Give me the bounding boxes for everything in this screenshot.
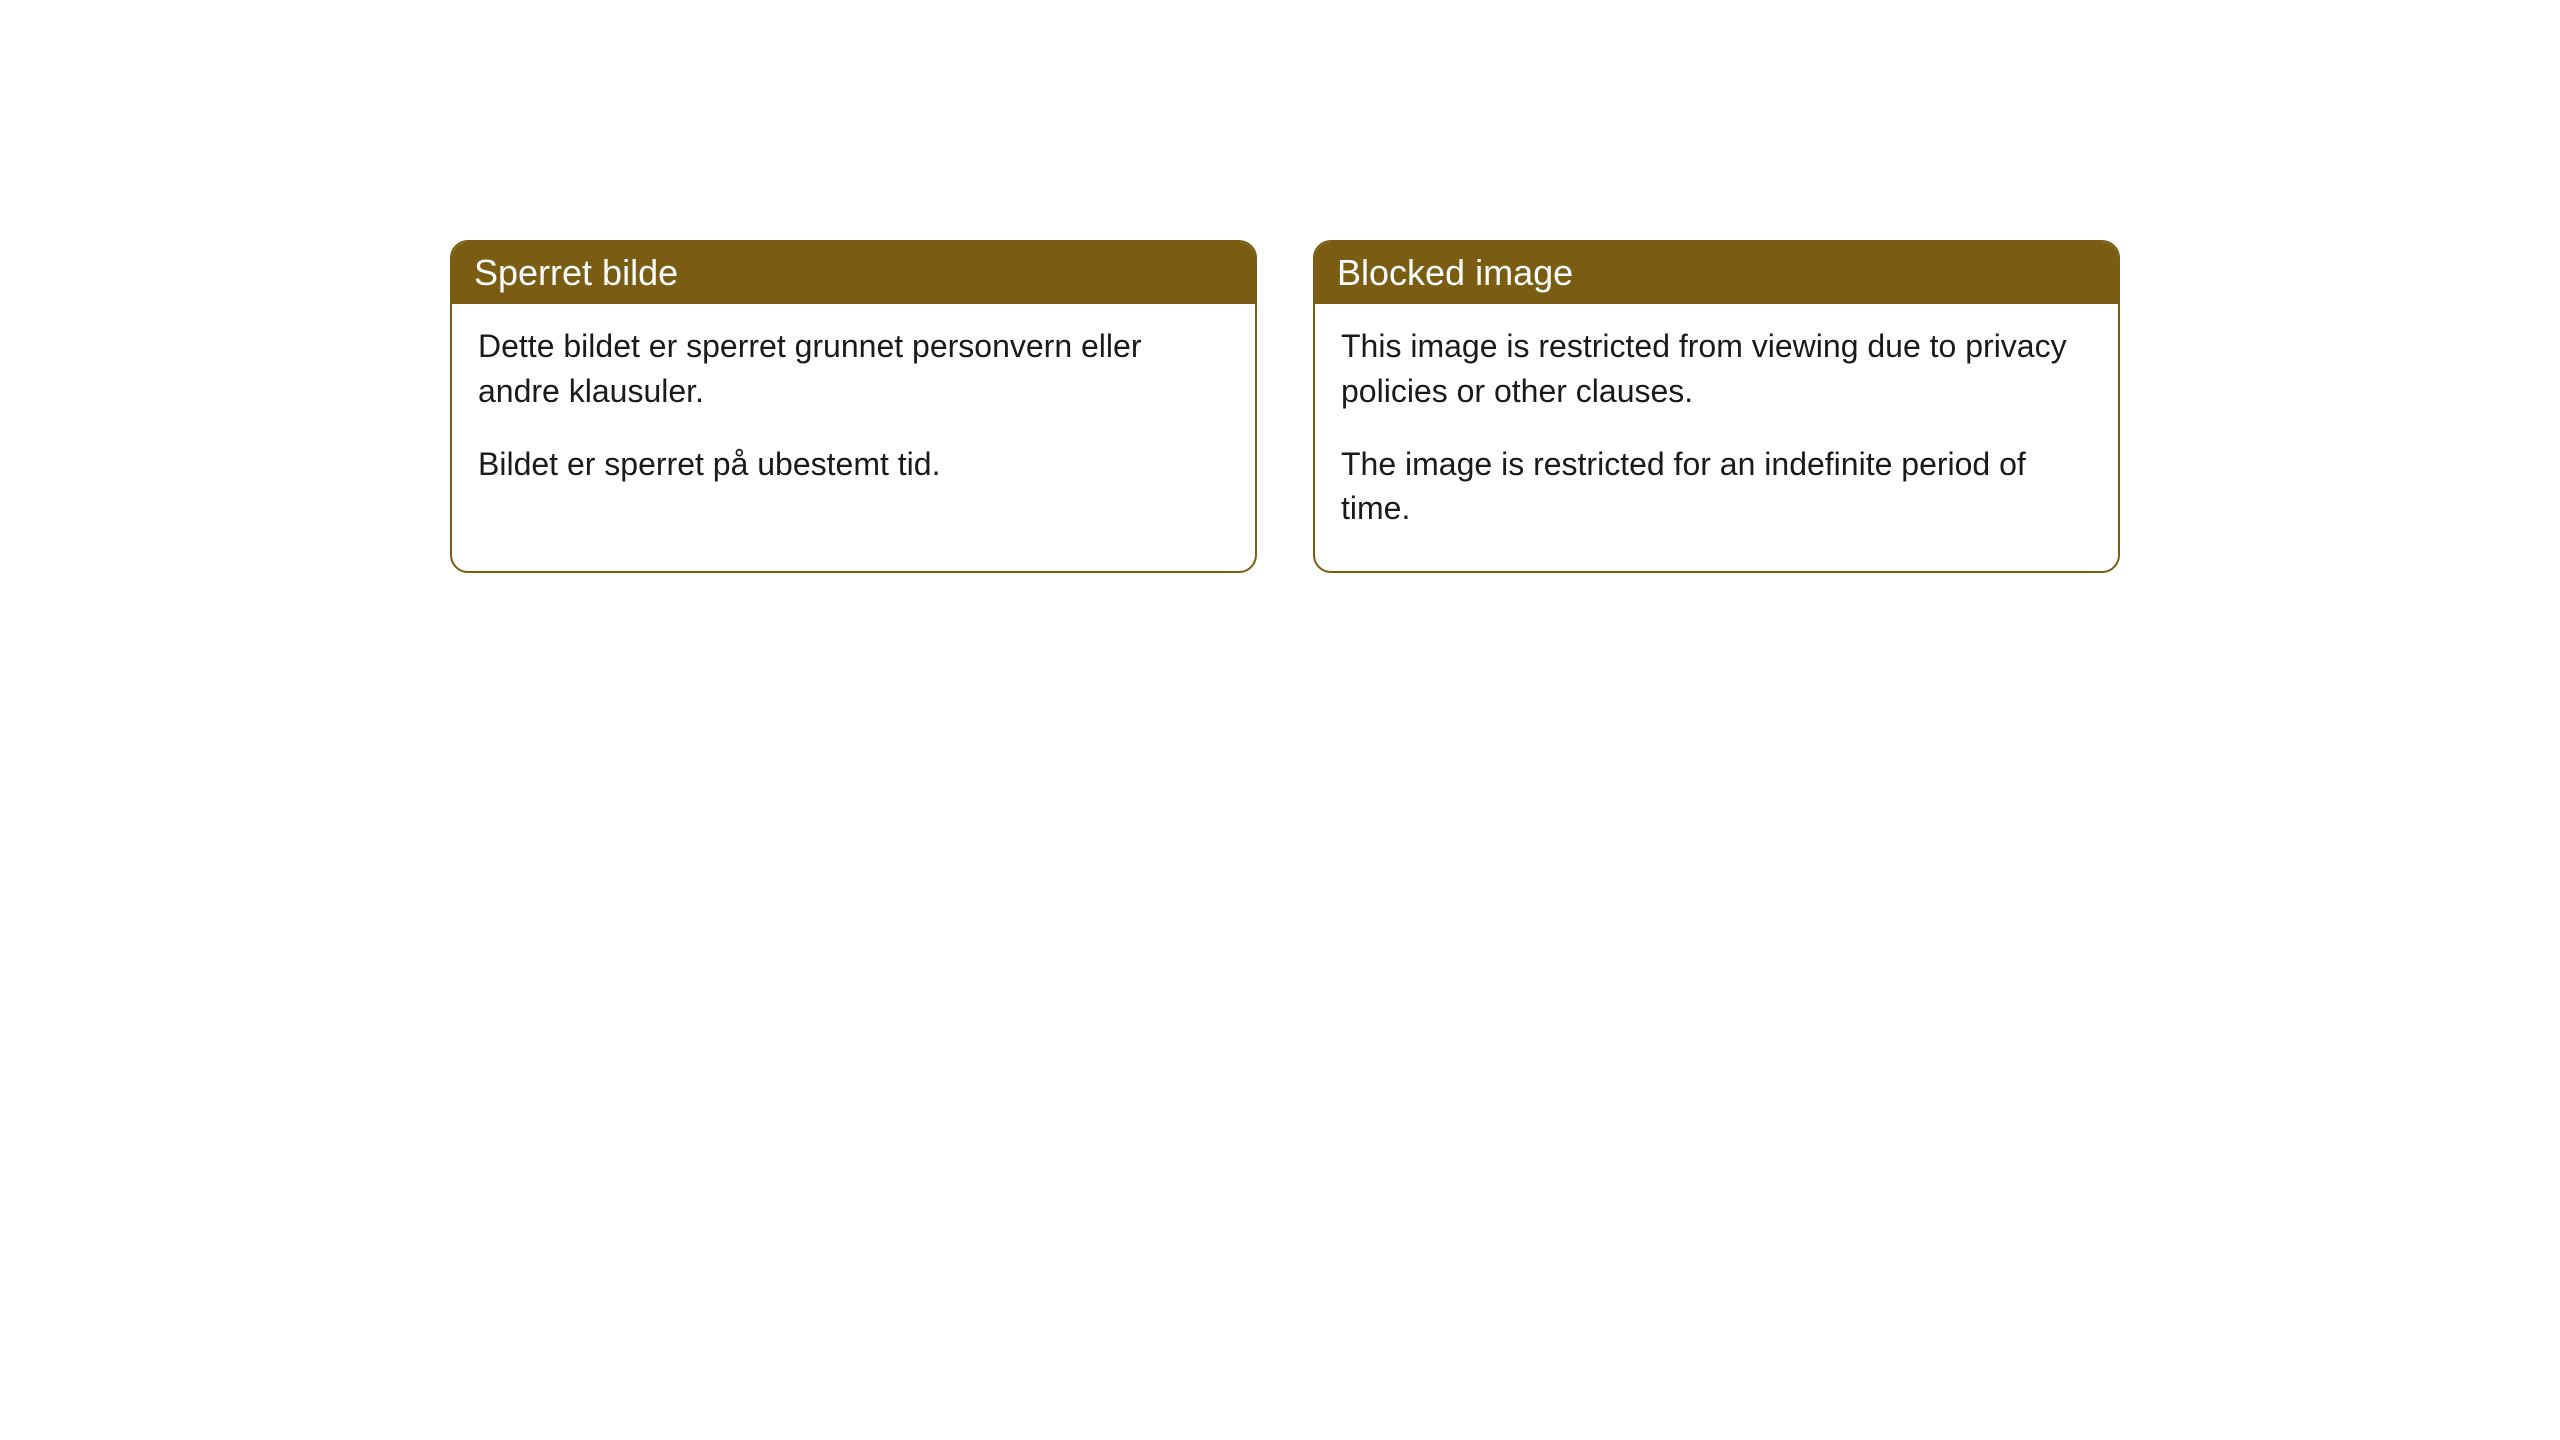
card-header-english: Blocked image	[1315, 242, 2118, 304]
card-paragraph: The image is restricted for an indefinit…	[1341, 442, 2092, 532]
card-header-norwegian: Sperret bilde	[452, 242, 1255, 304]
notice-cards-container: Sperret bilde Dette bildet er sperret gr…	[450, 240, 2120, 573]
card-body-english: This image is restricted from viewing du…	[1315, 304, 2118, 571]
card-body-norwegian: Dette bildet er sperret grunnet personve…	[452, 304, 1255, 526]
card-paragraph: This image is restricted from viewing du…	[1341, 324, 2092, 414]
blocked-image-card-english: Blocked image This image is restricted f…	[1313, 240, 2120, 573]
blocked-image-card-norwegian: Sperret bilde Dette bildet er sperret gr…	[450, 240, 1257, 573]
card-paragraph: Bildet er sperret på ubestemt tid.	[478, 442, 1229, 487]
card-paragraph: Dette bildet er sperret grunnet personve…	[478, 324, 1229, 414]
